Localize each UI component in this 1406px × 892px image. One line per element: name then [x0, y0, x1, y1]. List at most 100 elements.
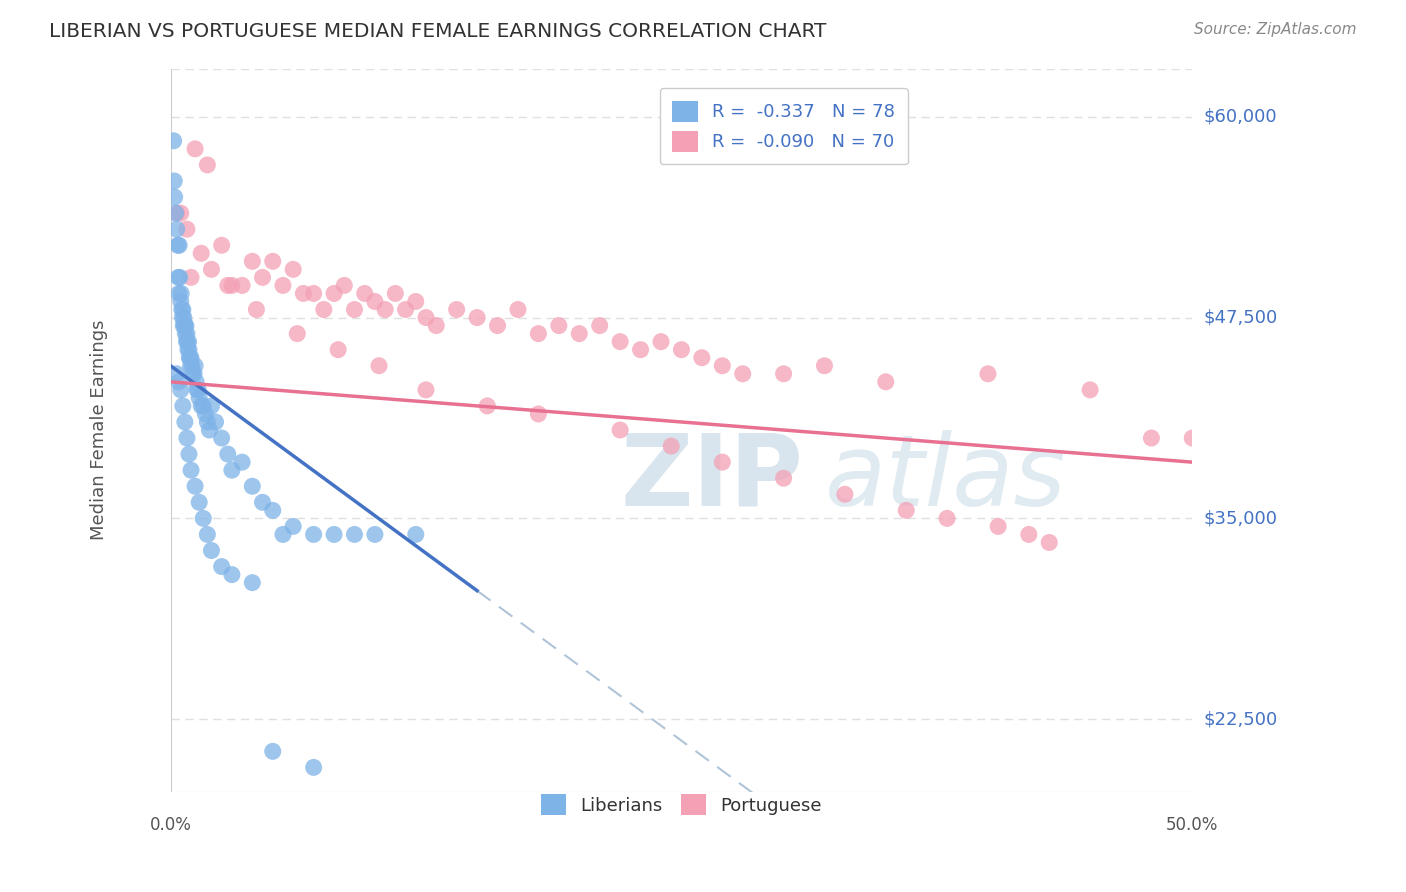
Point [896, 503, 918, 517]
Point [170, 294, 193, 309]
Point [181, 359, 204, 373]
Point [211, 238, 233, 252]
Point [177, 343, 200, 357]
Point [415, 383, 437, 397]
Point [172, 318, 194, 333]
Point [211, 559, 233, 574]
Point [1140, 431, 1163, 445]
Point [172, 399, 194, 413]
Point [292, 286, 315, 301]
Point [1018, 527, 1040, 541]
Point [166, 206, 188, 220]
Point [231, 455, 253, 469]
Point [179, 351, 201, 365]
Point [198, 423, 221, 437]
Point [374, 302, 396, 317]
Point [609, 334, 631, 349]
Point [193, 399, 215, 413]
Point [181, 367, 204, 381]
Text: $22,500: $22,500 [1204, 710, 1278, 728]
Point [190, 399, 212, 413]
Point [195, 527, 218, 541]
Point [630, 343, 652, 357]
Point [204, 415, 226, 429]
Text: LIBERIAN VS PORTUGUESE MEDIAN FEMALE EARNINGS CORRELATION CHART: LIBERIAN VS PORTUGUESE MEDIAN FEMALE EAR… [49, 22, 827, 41]
Text: Source: ZipAtlas.com: Source: ZipAtlas.com [1194, 22, 1357, 37]
Text: 0.0%: 0.0% [149, 815, 191, 834]
Point [252, 270, 274, 285]
Point [271, 527, 294, 541]
Point [568, 326, 591, 341]
Point [659, 439, 682, 453]
Point [302, 527, 325, 541]
Point [834, 487, 856, 501]
Point [211, 431, 233, 445]
Point [1078, 383, 1101, 397]
Point [167, 286, 190, 301]
Point [167, 270, 190, 285]
Text: 50.0%: 50.0% [1166, 815, 1219, 834]
Text: $47,500: $47,500 [1204, 309, 1278, 326]
Point [302, 760, 325, 774]
Point [166, 238, 188, 252]
Point [240, 254, 263, 268]
Text: atlas: atlas [824, 430, 1066, 526]
Point [813, 359, 835, 373]
Point [190, 246, 212, 260]
Point [166, 222, 188, 236]
Point [283, 262, 305, 277]
Point [188, 391, 211, 405]
Point [343, 527, 366, 541]
Point [302, 286, 325, 301]
Point [772, 367, 794, 381]
Point [690, 351, 713, 365]
Point [333, 278, 356, 293]
Point [176, 326, 198, 341]
Point [977, 367, 1000, 381]
Point [283, 519, 305, 533]
Point [177, 343, 200, 357]
Point [174, 326, 197, 341]
Point [167, 375, 190, 389]
Point [184, 142, 207, 156]
Point [1181, 431, 1204, 445]
Point [184, 359, 207, 373]
Point [221, 278, 243, 293]
Point [180, 270, 202, 285]
Point [200, 399, 222, 413]
Point [163, 190, 186, 204]
Point [217, 278, 239, 293]
Point [772, 471, 794, 485]
Point [184, 375, 207, 389]
Point [262, 254, 284, 268]
Point [176, 431, 198, 445]
Point [506, 302, 529, 317]
Point [177, 334, 200, 349]
Point [172, 310, 194, 325]
Point [193, 511, 215, 525]
Point [176, 222, 198, 236]
Point [364, 294, 387, 309]
Point [323, 527, 346, 541]
Point [183, 367, 205, 381]
Point [162, 134, 184, 148]
Point [486, 318, 509, 333]
Point [353, 286, 375, 301]
Point [177, 447, 200, 461]
Point [527, 326, 550, 341]
Point [200, 262, 222, 277]
Point [170, 383, 193, 397]
Point [368, 359, 391, 373]
Point [547, 318, 569, 333]
Point [364, 527, 387, 541]
Point [221, 567, 243, 582]
Point [405, 294, 427, 309]
Point [179, 351, 201, 365]
Point [184, 479, 207, 493]
Point [195, 158, 218, 172]
Point [415, 310, 437, 325]
Point [180, 351, 202, 365]
Point [323, 286, 346, 301]
Point [326, 343, 349, 357]
Point [343, 302, 366, 317]
